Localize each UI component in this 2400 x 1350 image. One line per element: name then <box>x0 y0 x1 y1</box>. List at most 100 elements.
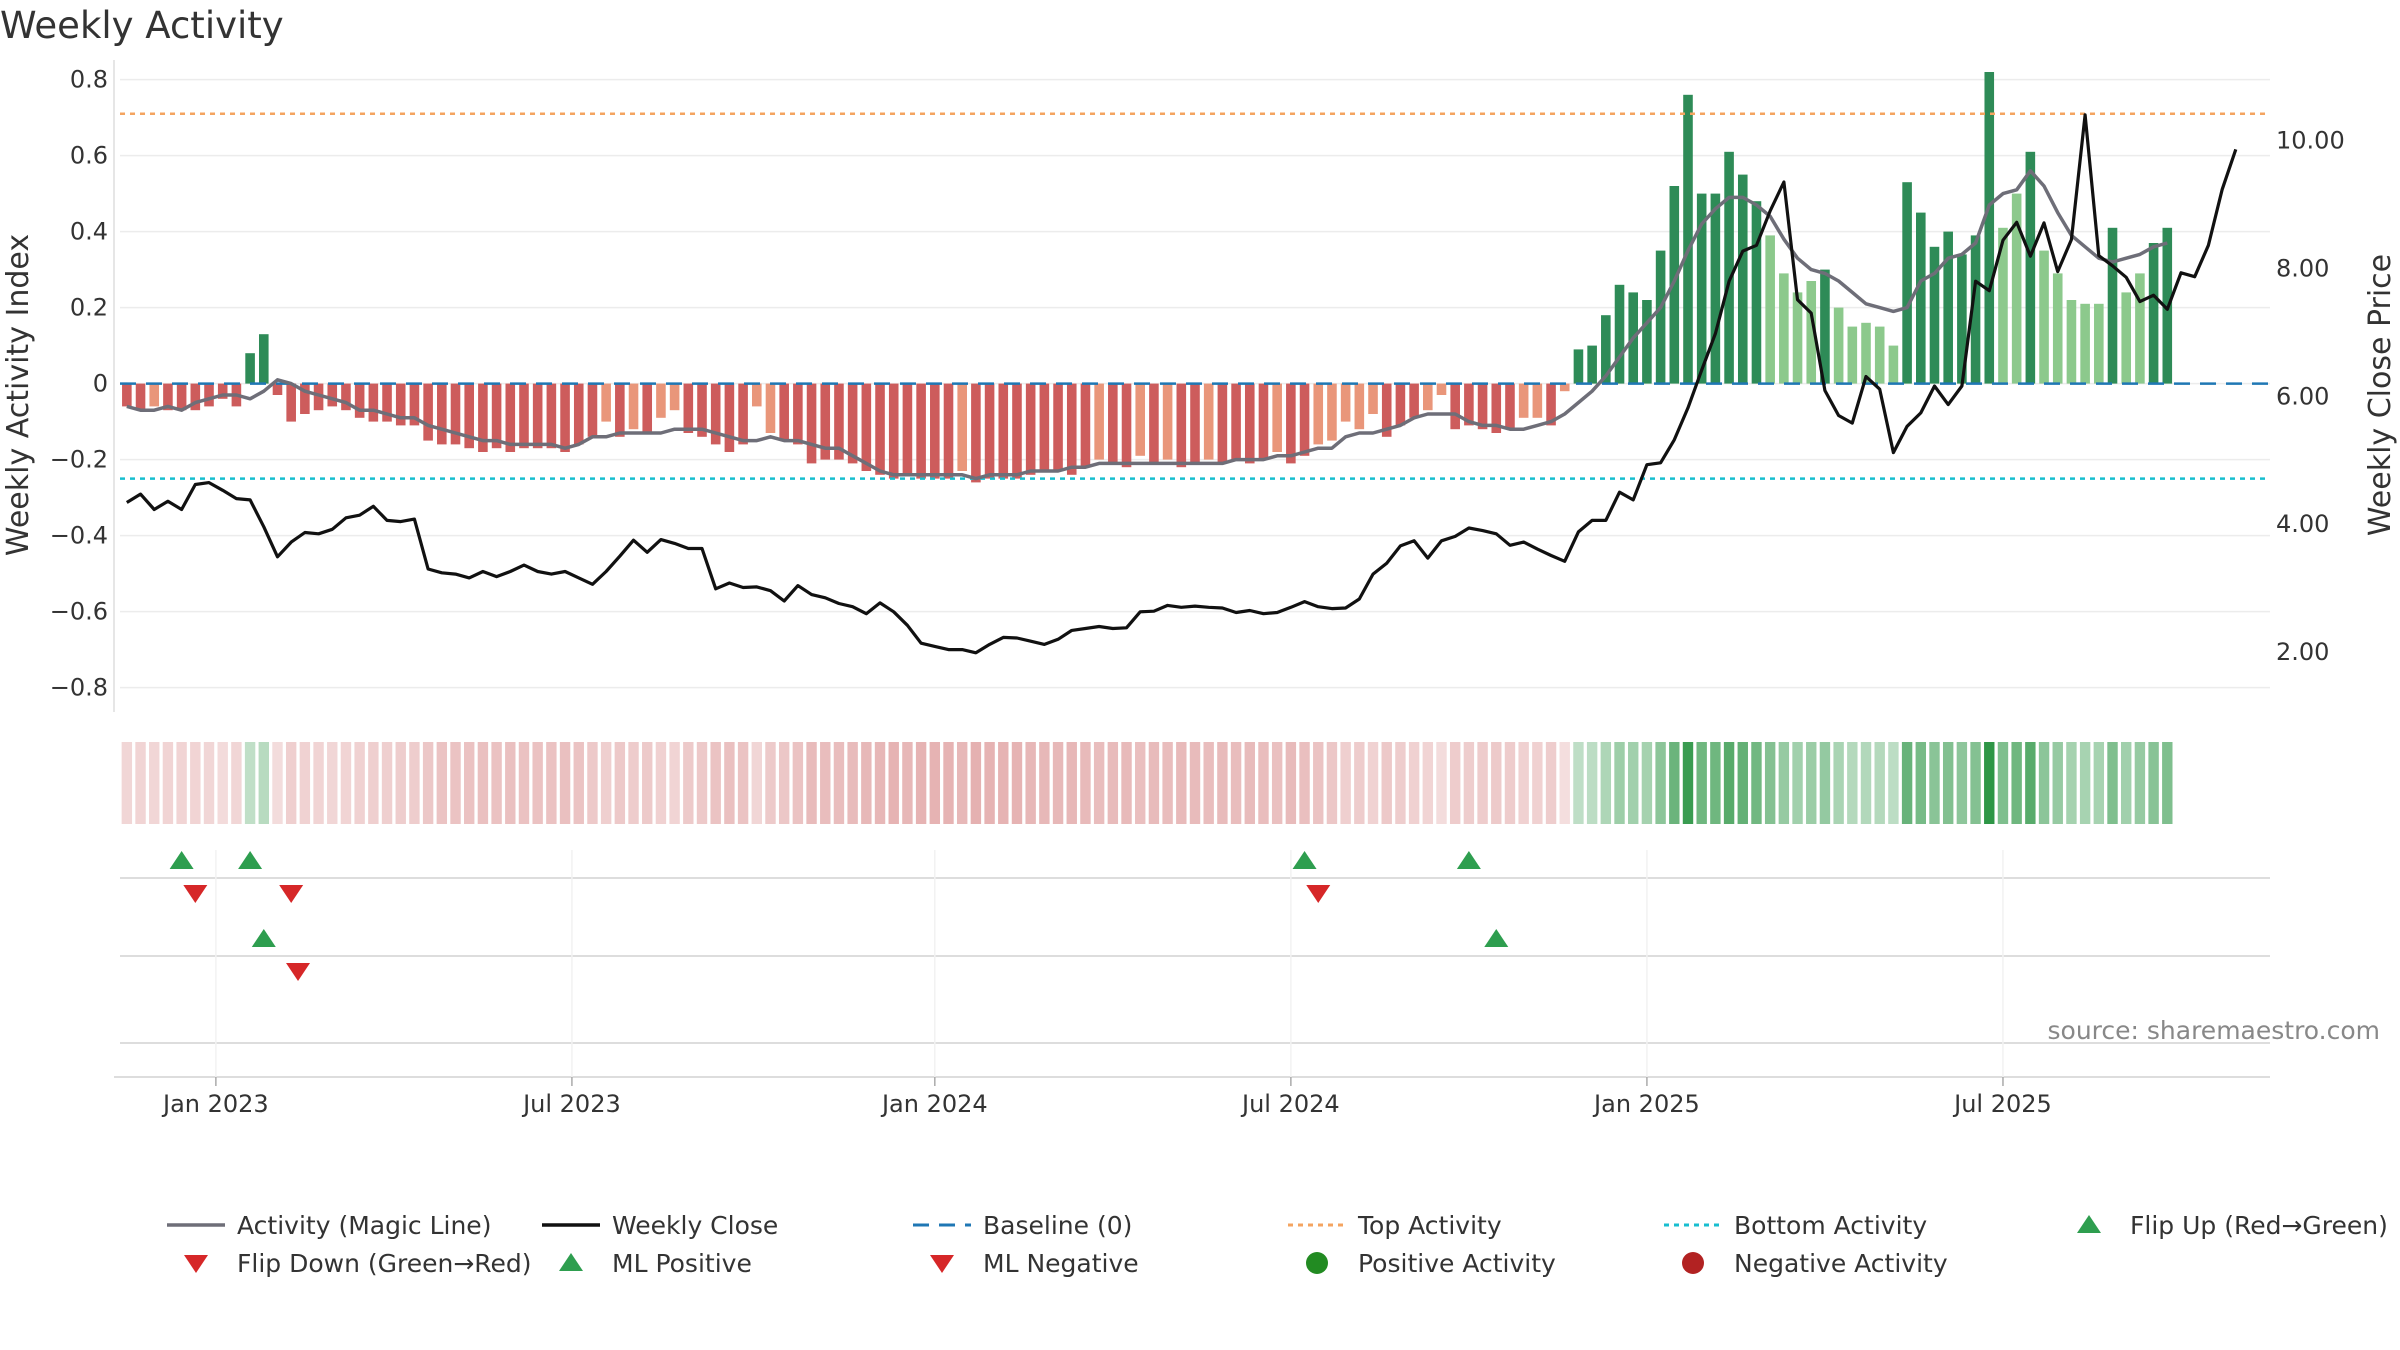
heat-cell <box>2134 742 2146 824</box>
heat-cell <box>1545 742 1557 824</box>
legend-label: Flip Down (Green→Red) <box>237 1249 532 1278</box>
activity-bar <box>1313 383 1324 445</box>
heat-cell <box>1942 742 1954 824</box>
heat-cell <box>1518 742 1529 824</box>
activity-bar <box>1477 383 1488 430</box>
activity-bar <box>573 383 584 445</box>
heat-cell <box>628 742 639 824</box>
activity-bar <box>1902 182 1912 384</box>
heat-cell <box>1052 742 1064 824</box>
activity-bar <box>190 383 201 411</box>
activity-bar <box>1217 383 1228 464</box>
legend-swatch <box>184 1255 208 1273</box>
activity-bar <box>1861 322 1871 384</box>
activity-bar <box>354 383 365 418</box>
activity-bar <box>532 383 543 449</box>
activity-bar <box>1820 269 1830 384</box>
activity-bar <box>1984 72 1995 384</box>
heat-cell <box>1806 742 1817 824</box>
activity-bar <box>615 383 625 437</box>
activity-bar <box>1929 246 1940 384</box>
activity-bar <box>875 383 885 475</box>
legend-label: ML Negative <box>983 1249 1139 1278</box>
activity-bar <box>587 383 598 437</box>
y-right-tick-label: 6.00 <box>2276 382 2329 410</box>
heat-cell <box>2038 742 2050 824</box>
y-tick-label: 0.2 <box>70 294 108 322</box>
heat-cell <box>1984 742 1995 824</box>
heat-cell <box>943 742 954 824</box>
activity-bar <box>1108 383 1118 464</box>
heat-cell <box>778 742 790 824</box>
heat-cell <box>2025 742 2036 824</box>
activity-bar <box>1847 326 1858 384</box>
y-axis-title: Weekly Activity Index <box>1 234 36 556</box>
legend: Activity (Magic Line) Weekly Close Baselin… <box>167 1211 2388 1278</box>
heat-cell <box>614 742 626 824</box>
heat-cell <box>1285 742 1297 824</box>
heat-cell <box>806 742 817 824</box>
heat-cell <box>354 742 365 824</box>
x-tick-label: Jul 2023 <box>521 1090 621 1118</box>
heat-cell <box>1066 742 1077 824</box>
activity-bar <box>505 383 516 452</box>
heat-cell <box>2011 742 2022 824</box>
activity-bar <box>861 383 872 471</box>
heat-cell <box>1176 742 1187 824</box>
heat-cell <box>464 742 475 824</box>
activity-bar <box>1025 383 1036 475</box>
activity-bar <box>1683 94 1693 384</box>
activity-bar <box>560 383 570 452</box>
heat-cell <box>970 742 982 824</box>
activity-bar <box>1464 383 1474 426</box>
heat-cell <box>162 742 174 824</box>
heat-cell <box>1025 742 1036 824</box>
heat-cell <box>1271 742 1283 824</box>
legend-swatch <box>930 1255 954 1273</box>
activity-bar <box>1190 383 1200 464</box>
y-tick-label: −0.8 <box>50 674 108 702</box>
activity-bar <box>1559 383 1570 392</box>
x-tick-label: Jan 2025 <box>1592 1090 1700 1118</box>
heat-cell <box>1915 742 1926 824</box>
activity-bar <box>1724 151 1734 384</box>
activity-bar <box>163 383 173 411</box>
heat-cell <box>1408 742 1420 824</box>
heat-cell <box>1449 742 1461 824</box>
heat-cell <box>1491 742 1502 824</box>
activity-bar <box>2107 227 2118 384</box>
heat-cell <box>1463 742 1475 824</box>
heat-cell <box>1011 742 1023 824</box>
activity-bar <box>724 383 735 452</box>
legend-label: Negative Activity <box>1734 1249 1948 1278</box>
legend-label: Flip Up (Red→Green) <box>2130 1211 2388 1240</box>
activity-bar <box>1696 193 1707 384</box>
activity-bar <box>1423 383 1433 411</box>
activity-bar <box>1532 383 1543 418</box>
heat-cell <box>1203 742 1214 824</box>
activity-bar <box>382 383 392 422</box>
activity-bar <box>1806 281 1817 384</box>
activity-bar <box>1957 254 1967 384</box>
heat-cell <box>833 742 845 824</box>
heat-cell <box>861 742 872 824</box>
heat-cell <box>847 742 858 824</box>
heat-cell <box>1929 742 1940 824</box>
activity-bar <box>1368 383 1378 414</box>
heat-cell <box>313 742 324 824</box>
activity-bar <box>738 383 748 445</box>
activity-bar <box>642 383 653 433</box>
series-lines <box>125 113 2238 655</box>
legend-symbol-tri-up <box>559 1253 583 1271</box>
heat-cell <box>217 742 228 824</box>
activity-bar <box>1601 315 1611 384</box>
activity-bar <box>1066 383 1077 475</box>
activity-bar <box>1149 383 1159 464</box>
activity-bar <box>478 383 488 452</box>
activity-bar <box>2011 193 2022 384</box>
heat-cell <box>518 742 530 824</box>
activity-bar <box>1518 383 1529 418</box>
heat-cell <box>436 742 448 824</box>
heat-cell <box>1847 742 1858 824</box>
heat-cell <box>1997 742 2009 824</box>
